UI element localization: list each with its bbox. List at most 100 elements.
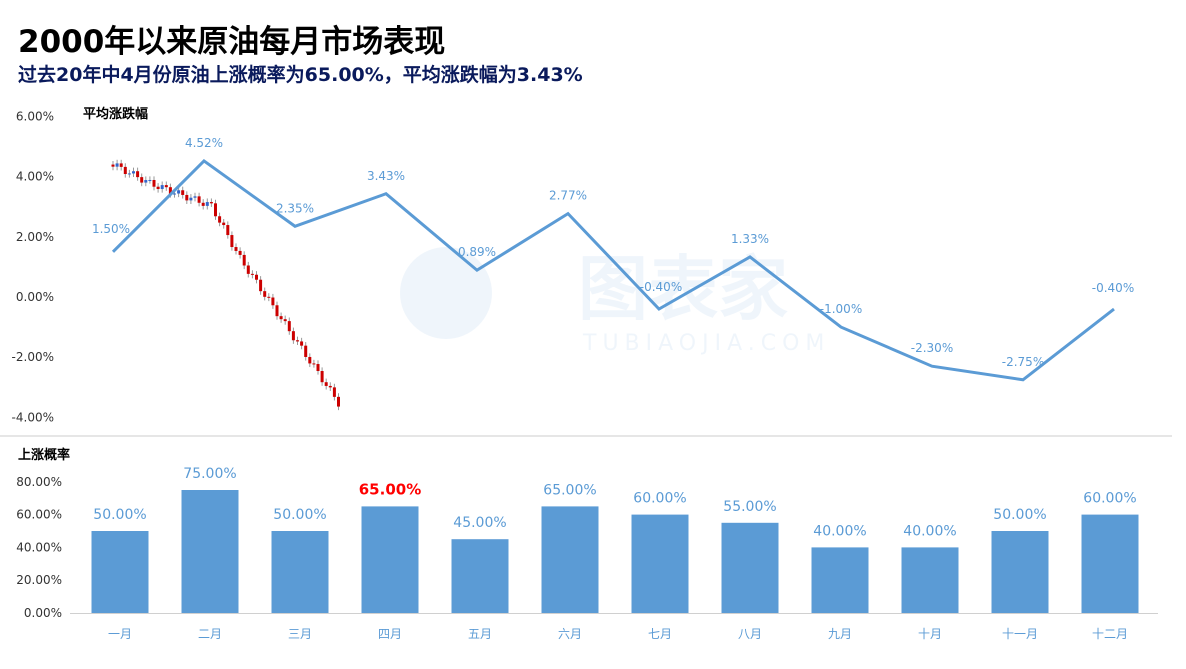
bar-1 xyxy=(91,531,149,613)
bar-ytick-label: 0.00% xyxy=(24,606,62,620)
line-value-label: 1.50% xyxy=(92,222,130,236)
x-category-label: 七月 xyxy=(648,627,672,641)
candle-body xyxy=(304,345,308,357)
line-value-label: 0.89% xyxy=(458,245,496,259)
candle-body xyxy=(291,331,295,341)
candle-body xyxy=(296,340,299,342)
line-value-label: 2.77% xyxy=(549,189,587,203)
candle-body xyxy=(312,363,316,365)
bar-7 xyxy=(631,514,689,613)
x-category-label: 十一月 xyxy=(1002,627,1038,641)
candle-body xyxy=(156,186,160,190)
candle-body xyxy=(283,319,287,322)
line-value-label: 4.52% xyxy=(185,136,223,150)
line-value-label: -1.00% xyxy=(820,302,862,316)
candle-body xyxy=(136,171,140,178)
candle-body xyxy=(287,321,291,332)
candle-body xyxy=(263,291,267,297)
candle-body xyxy=(148,179,152,181)
x-category-label: 二月 xyxy=(198,627,222,641)
candle-body xyxy=(197,196,201,203)
candle-body xyxy=(127,173,131,175)
bar-chart-panel: 上涨概率 80.00% 60.00% 40.00% 20.00% 0.00% 50.00% 一… xyxy=(16,447,1158,641)
candle-body xyxy=(308,356,312,364)
candle-body xyxy=(152,179,156,187)
candle-body xyxy=(160,185,164,190)
candle-body xyxy=(320,371,324,383)
bar-ytick-label: 40.00% xyxy=(16,540,62,554)
line-ytick-label: -2.00% xyxy=(12,350,54,364)
line-ytick-label: 4.00% xyxy=(16,170,54,184)
bar-12 xyxy=(1081,514,1139,613)
candle-body xyxy=(267,296,271,298)
line-ytick-label: 6.00% xyxy=(16,109,54,123)
line-value-label: 2.35% xyxy=(276,201,314,215)
bar-value-label: 40.00% xyxy=(903,523,956,539)
bar-10 xyxy=(901,547,959,613)
candle-body xyxy=(259,279,263,292)
candle-body xyxy=(214,203,217,217)
line-ytick-label: -4.00% xyxy=(12,410,54,424)
candle-body xyxy=(332,387,336,397)
candle-body xyxy=(234,247,238,251)
line-value-label: 1.33% xyxy=(731,232,769,246)
x-category-label: 四月 xyxy=(378,627,402,641)
line-value-label: -2.30% xyxy=(911,341,953,355)
page-title: 2000年以来原油每月市场表现 xyxy=(18,24,446,60)
bar-ytick-label: 80.00% xyxy=(16,475,62,489)
candle-body xyxy=(189,197,193,201)
bar-3 xyxy=(271,531,329,613)
watermark-en: TUBIAOJIA.COM xyxy=(582,331,830,356)
candle-body xyxy=(140,177,144,183)
candle-body xyxy=(193,196,197,198)
bar-4 xyxy=(361,506,419,613)
x-category-label: 十二月 xyxy=(1092,627,1128,641)
bar-value-label: 60.00% xyxy=(633,491,686,507)
candle-body xyxy=(185,194,189,201)
line-chart-panel: 平均涨跌幅 6.00% 4.00% 2.00% 0.00% -2.00% -4.00% 1.5… xyxy=(12,106,1135,424)
candle-body xyxy=(111,164,115,167)
candle-body xyxy=(230,235,234,248)
candle-body xyxy=(275,305,279,317)
candle-body xyxy=(132,171,135,174)
bar-2 xyxy=(181,490,239,613)
line-value-label: -0.40% xyxy=(1092,281,1134,295)
bar-5 xyxy=(451,539,509,613)
candle-body xyxy=(255,274,258,280)
candle-body xyxy=(324,382,328,386)
candle-body xyxy=(222,222,226,226)
candle-body xyxy=(173,193,176,195)
candle-body xyxy=(250,273,254,275)
candle-body xyxy=(218,216,222,223)
bar-9 xyxy=(811,547,869,613)
candle-body xyxy=(144,180,148,183)
x-category-label: 五月 xyxy=(468,627,492,641)
bar-value-label: 75.00% xyxy=(183,466,236,482)
candle-body xyxy=(205,202,209,206)
line-ytick-label: 2.00% xyxy=(16,230,54,244)
candle-body xyxy=(337,396,340,407)
bar-11 xyxy=(991,531,1049,613)
bar-ytick-label: 20.00% xyxy=(16,573,62,587)
x-category-label: 一月 xyxy=(108,627,132,641)
candle-body xyxy=(177,190,181,194)
candle-body xyxy=(226,225,230,236)
x-category-label: 三月 xyxy=(288,627,312,641)
candle-body xyxy=(279,316,283,320)
candle-body xyxy=(168,187,172,194)
candle-body xyxy=(201,202,205,206)
candle-body xyxy=(123,166,127,175)
candle-body xyxy=(238,250,242,255)
candle-body xyxy=(242,254,246,266)
bar-value-label: 65.00% xyxy=(543,482,596,498)
candle-body xyxy=(119,163,123,167)
candle-body xyxy=(271,297,275,306)
bar-8 xyxy=(721,522,779,613)
bar-ylabel: 上涨概率 xyxy=(18,447,70,463)
bar-value-label: 50.00% xyxy=(273,507,326,523)
line-ylabel: 平均涨跌幅 xyxy=(83,106,148,122)
candle-body xyxy=(181,190,185,195)
bar-6 xyxy=(541,506,599,613)
bar-value-label: 50.00% xyxy=(93,507,146,523)
